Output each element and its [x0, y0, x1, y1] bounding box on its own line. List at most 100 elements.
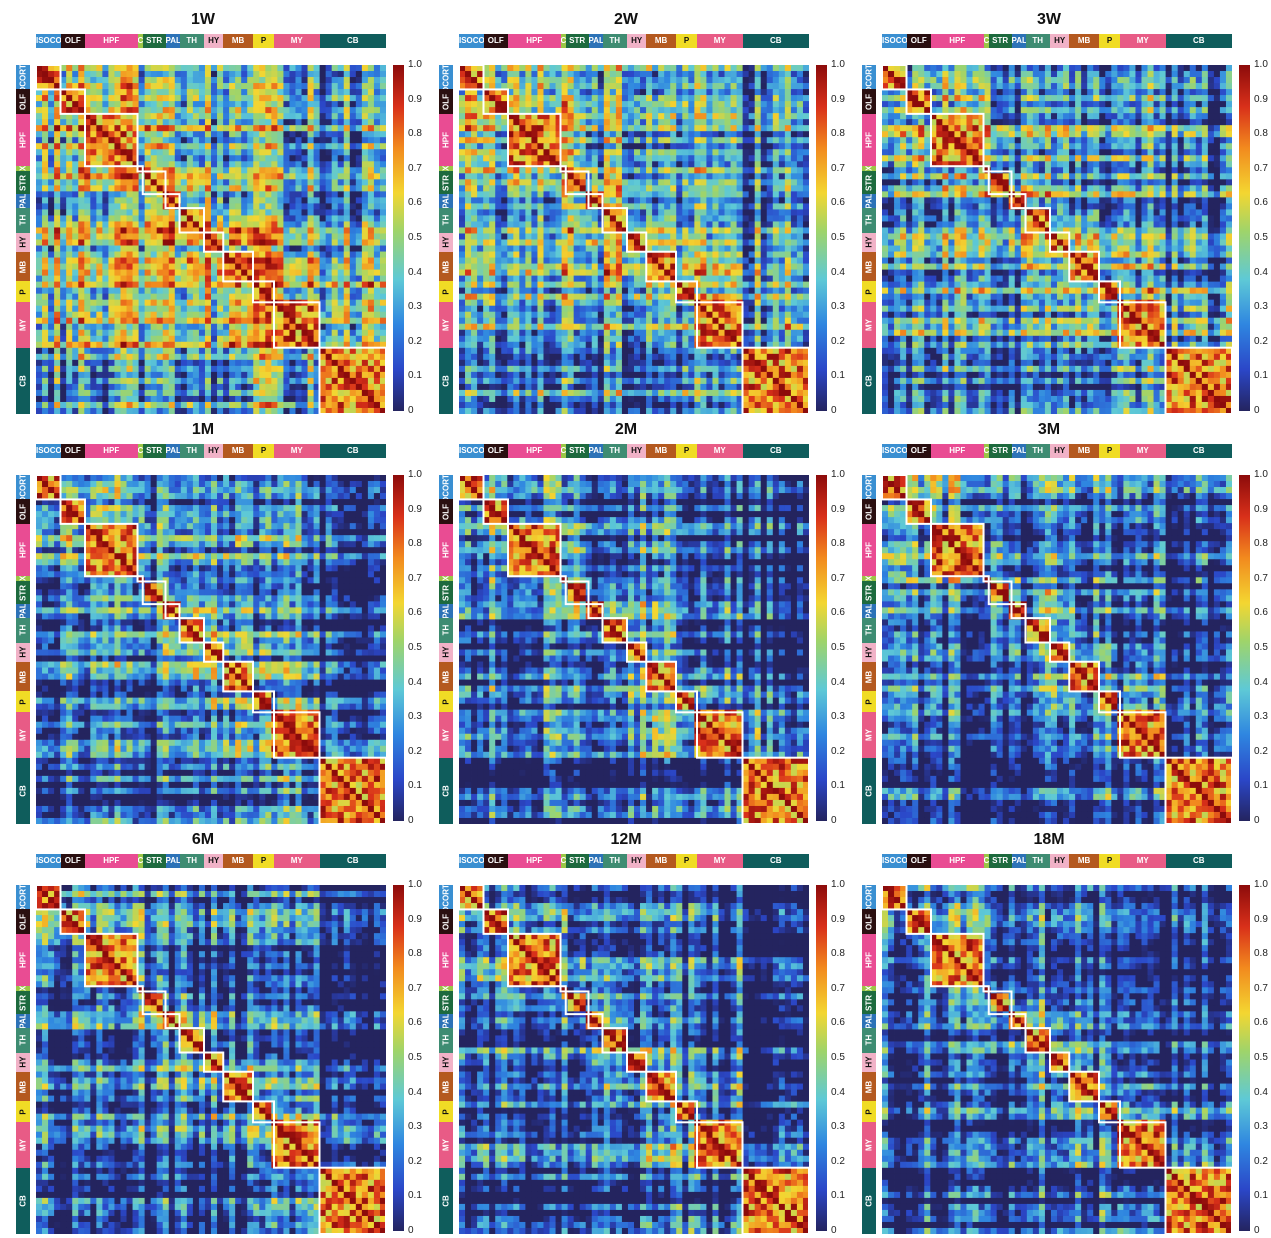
heatmap-cell [84, 401, 91, 409]
heatmap-cell [778, 71, 786, 78]
heatmap-cell [259, 383, 266, 391]
heatmap-cell [471, 149, 478, 156]
heatmap-cell [537, 119, 544, 126]
heatmap-cell [42, 167, 49, 174]
heatmap-cell [108, 293, 115, 301]
heatmap-cell [489, 209, 496, 216]
heatmap-cell [211, 317, 218, 325]
heatmap-cell [168, 95, 176, 102]
heatmap-cell [766, 209, 774, 216]
heatmap-cell [712, 119, 719, 126]
heatmap-cell [126, 269, 133, 277]
heatmap-cell [186, 215, 194, 222]
heatmap-cell [84, 329, 91, 337]
heatmap-cell [186, 209, 194, 216]
heatmap-cell [36, 185, 43, 192]
heatmap-cell [640, 167, 647, 174]
heatmap-cell [555, 215, 562, 222]
heatmap-cell [42, 191, 49, 198]
heatmap-cell [90, 269, 97, 277]
heatmap-cell [198, 311, 206, 319]
heatmap-cell [289, 335, 296, 343]
heatmap-cell [379, 119, 386, 126]
heatmap-cell [790, 179, 798, 186]
heatmap-cell [477, 203, 484, 210]
heatmap-cell [766, 155, 774, 162]
heatmap-cell [48, 155, 55, 162]
heatmap-cell [319, 161, 327, 168]
heatmap-cell [132, 179, 139, 186]
heatmap-cell [150, 203, 158, 210]
heatmap-cell [144, 263, 152, 270]
heatmap-cell [355, 167, 363, 174]
heatmap-cell [301, 119, 308, 126]
heatmap-cell [471, 131, 478, 138]
heatmap-cell [507, 161, 514, 168]
heatmap-cell [772, 95, 780, 102]
heatmap-cell [531, 155, 538, 162]
heatmap-cell [150, 179, 158, 186]
heatmap-cell [682, 113, 689, 120]
heatmap-cell [283, 209, 290, 216]
heatmap-cell [144, 89, 152, 96]
heatmap-cell [198, 359, 206, 367]
heatmap-cell [736, 119, 744, 126]
heatmap-cell [162, 305, 170, 313]
heatmap-cell [198, 341, 206, 349]
heatmap-cell [784, 131, 792, 138]
heatmap-cell [271, 347, 278, 355]
heatmap-cell [180, 143, 188, 150]
heatmap-cell [192, 167, 200, 174]
heatmap-cell [603, 95, 611, 102]
heatmap-cell [307, 251, 314, 258]
heatmap-cell [489, 107, 496, 114]
heatmap-cell [60, 89, 67, 96]
heatmap-cell [277, 221, 284, 228]
heatmap-cell [192, 101, 200, 108]
heatmap-cell [84, 311, 91, 319]
heatmap-cell [96, 287, 103, 295]
heatmap-cell [78, 317, 85, 325]
heatmap-cell [802, 107, 809, 114]
heatmap-cell [790, 65, 798, 72]
heatmap-cell [313, 377, 321, 385]
heatmap-cell [78, 221, 85, 228]
heatmap-cell [42, 299, 49, 307]
heatmap-cell [156, 365, 164, 373]
heatmap-cell [337, 257, 345, 264]
heatmap-cell [373, 143, 381, 150]
heatmap-cell [204, 149, 212, 156]
heatmap-cell [802, 161, 809, 168]
heatmap-cell [126, 365, 133, 373]
heatmap-cell [634, 185, 641, 192]
heatmap-cell [373, 155, 381, 162]
heatmap-cell [114, 341, 121, 349]
heatmap-cell [343, 323, 351, 331]
heatmap-cell [561, 197, 569, 204]
heatmap-cell [331, 311, 339, 319]
heatmap-cell [796, 197, 804, 204]
heatmap-cell [66, 389, 73, 397]
heatmap-cell [204, 341, 212, 349]
heatmap-cell [379, 179, 386, 186]
heatmap-cell [301, 191, 308, 198]
heatmap-cell [543, 179, 550, 186]
heatmap-cell [66, 269, 73, 277]
heatmap-cell [217, 107, 224, 114]
heatmap-cell [247, 137, 254, 144]
heatmap-cell [84, 257, 91, 264]
heatmap-cell [223, 77, 230, 84]
heatmap-cell [132, 371, 139, 379]
heatmap-cell [748, 215, 756, 222]
heatmap-cell [168, 203, 176, 210]
heatmap-cell [471, 143, 478, 150]
heatmap-cell [319, 167, 327, 174]
heatmap-cell [168, 365, 176, 373]
heatmap-cell [271, 203, 278, 210]
heatmap-cell [126, 221, 133, 228]
heatmap-cell [718, 179, 725, 186]
heatmap-cell [682, 209, 689, 216]
heatmap-cell [132, 191, 139, 198]
heatmap-cell [355, 65, 363, 72]
heatmap-cell [120, 77, 127, 84]
